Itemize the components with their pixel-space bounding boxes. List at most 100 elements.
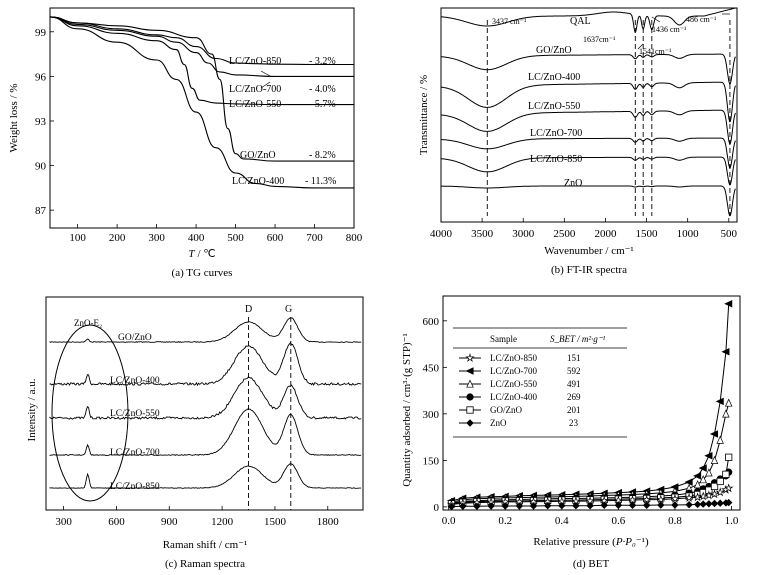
bet-data-point	[710, 455, 719, 464]
bet-data-point	[693, 472, 702, 480]
raman-curve-label: GO/ZnO	[118, 333, 152, 343]
tg-curve-labels: LC/ZnO-850 - 3.2% LC/ZnO-700 - 4.0% LC/Z…	[229, 56, 336, 187]
bet-table-header-sbet: S_BET / m²·g⁻¹	[550, 334, 606, 344]
raman-x-tick-label: 1800	[317, 516, 340, 528]
bet-data-point	[704, 451, 713, 460]
ftir-xlabel: Wavenumber / cm⁻¹	[544, 245, 633, 257]
tg-label-sample: LC/ZnO-850	[229, 56, 281, 67]
bet-data-point	[684, 478, 693, 486]
bet-data-point	[715, 397, 724, 406]
bet-row-sbet: 491	[567, 379, 581, 389]
bet-legend-marker	[465, 353, 475, 363]
bet-x-tick-label: 0.8	[668, 515, 682, 527]
ftir-series-line	[440, 109, 736, 145]
tg-y-tick-label: 90	[35, 161, 47, 173]
bet-data-point	[684, 492, 694, 502]
tg-label-sample: LC/ZnO-700	[229, 84, 281, 95]
raman-curve-label: LC/ZnO-400	[110, 376, 160, 386]
bet-data-point	[725, 453, 733, 461]
bet-data-point	[628, 501, 637, 509]
bet-y-tick-label: 450	[423, 362, 440, 374]
ftir-x-tick-label: 1500	[636, 228, 659, 240]
tg-label-loss: - 5.7%	[309, 99, 336, 110]
ftir-peak-arrows	[637, 13, 730, 50]
bet-data-point	[572, 502, 580, 510]
bet-y-tick-label: 0	[434, 502, 440, 514]
bet-row-sbet: 23	[569, 418, 579, 428]
tg-x-tick-label: 700	[306, 232, 323, 244]
ftir-peak-label: 486 cm⁻¹	[686, 15, 717, 24]
bet-row-sbet: 592	[567, 366, 581, 376]
bet-legend-marker	[466, 393, 474, 401]
bet-data-point	[704, 490, 714, 500]
bet-data-point	[721, 348, 730, 356]
ftir-series	[440, 7, 736, 217]
bet-y-tick-label: 150	[423, 455, 440, 467]
tg-label-arrows	[260, 70, 271, 89]
ftir-peak-labels: 3437 cm⁻¹ 1637cm⁻¹ 1541cm⁻¹ 1436 cm⁻¹ 48…	[492, 15, 717, 56]
bet-data-point	[716, 435, 724, 444]
ftir-arrow	[637, 43, 644, 50]
bet-data-point	[586, 502, 594, 510]
bet-data-point	[643, 501, 651, 509]
raman-x-tick-label: 1200	[211, 516, 234, 528]
ftir-curve-label: QAL	[570, 16, 591, 27]
tg-x-tick-label: 200	[109, 232, 126, 244]
ftir-series-line	[440, 81, 736, 123]
ftir-x-tick-label: 2500	[553, 228, 576, 240]
bet-axes-frame	[442, 295, 741, 511]
bet-table-rows: LC/ZnO-850 151 LC/ZnO-700 592 LC/ZnO-550…	[490, 353, 581, 428]
bet-row-sbet: 269	[567, 392, 581, 402]
bet-data-point	[715, 487, 725, 497]
ftir-ylabel: Transmittance / %	[418, 75, 430, 155]
bet-panel: 0.0 0.2 0.4 0.6 0.8 1.0 0 150 300 450 600 Sample S…	[401, 295, 741, 570]
bet-data-point	[699, 475, 707, 484]
bet-ylabel: Quantity adsorbed / cm³·(g STP)⁻¹	[401, 333, 413, 487]
bet-table: Sample S_BET / m²·g⁻¹ LC/ZnO-850 151 LC/…	[453, 327, 627, 438]
ftir-curve-label: GO/ZnO	[536, 45, 572, 56]
raman-ticks: 300 600 900 1200 1500 1800	[55, 506, 339, 528]
tg-ylabel: Weight loss / %	[8, 83, 20, 152]
ftir-series-line	[440, 53, 736, 85]
bet-data-point	[724, 483, 734, 493]
bet-xlabel-post: ⁻¹)	[636, 536, 649, 548]
bet-xlabel-ratio: P·P₀	[615, 536, 636, 548]
tg-series-line	[49, 16, 354, 162]
bet-data-point	[709, 489, 720, 499]
tg-y-tick-label: 99	[35, 27, 47, 39]
raman-x-tick-label: 600	[108, 516, 125, 528]
tg-series-line	[49, 16, 354, 77]
raman-series-line	[49, 376, 362, 420]
tg-axes-frame	[49, 7, 355, 229]
tg-arrow	[260, 70, 271, 77]
tg-x-tick-label: 600	[267, 232, 284, 244]
bet-x-tick-label: 0.2	[498, 515, 512, 527]
bet-x-tick-label: 0.4	[555, 515, 569, 527]
ftir-peak-label: 1541cm⁻¹	[639, 47, 672, 56]
tg-x-tick-label: 800	[346, 232, 363, 244]
bet-row-sample: LC/ZnO-400	[490, 392, 537, 402]
bet-table-markers	[459, 353, 481, 427]
tg-x-tick-label: 400	[188, 232, 205, 244]
raman-x-tick-label: 1500	[264, 516, 287, 528]
bet-y-tick-label: 600	[423, 316, 440, 328]
bet-legend-marker	[465, 367, 474, 375]
tg-x-tick-label: 500	[227, 232, 244, 244]
bet-data-point	[544, 502, 552, 510]
raman-ylabel: Intensity / a.u.	[26, 378, 38, 441]
bet-ticks: 0.0 0.2 0.4 0.6 0.8 1.0 0 150 300 450 600	[423, 316, 739, 527]
bet-x-tick-label: 1.0	[725, 515, 739, 527]
raman-curve-labels: GO/ZnO LC/ZnO-400 LC/ZnO-550 LC/ZnO-700 …	[110, 333, 160, 492]
tg-label-sample: LC/ZnO-550	[229, 99, 281, 110]
bet-legend-marker	[466, 419, 474, 427]
bet-x-tick-label: 0.6	[611, 515, 625, 527]
tg-arrow	[260, 81, 271, 89]
tg-caption: (a) TG curves	[172, 267, 233, 279]
bet-row-sample: LC/ZnO-700	[490, 366, 537, 376]
raman-zno-ellipse	[51, 324, 129, 502]
raman-x-tick-label: 300	[55, 516, 72, 528]
bet-data-point	[627, 495, 638, 505]
raman-zno-label: ZnO-E₂	[74, 318, 102, 328]
ftir-series-line	[440, 7, 736, 34]
tg-series-line	[49, 16, 354, 106]
